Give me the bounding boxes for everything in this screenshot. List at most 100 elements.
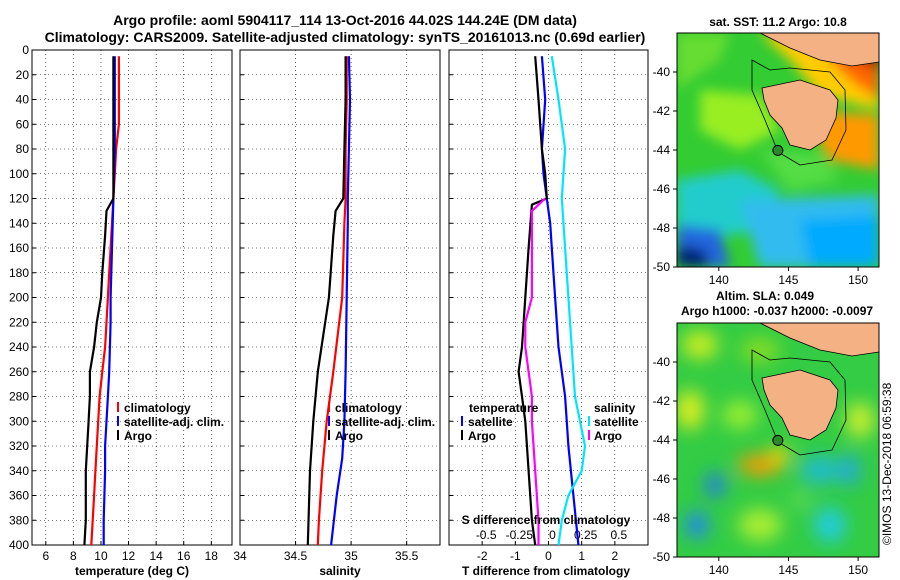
profile-location-marker (772, 144, 784, 156)
x-tick-label: 10 (94, 549, 108, 563)
x-tick-label: 14 (149, 549, 163, 563)
series-line-satellite-adj-clim- (330, 56, 352, 546)
sst-map-panel: sat. SST: 11.2 Argo: 10.8 (653, 15, 880, 287)
x-tick-label: 35 (344, 549, 358, 563)
series-line-satellite-adj-clim- (102, 56, 116, 545)
x-tick-label: -1 (510, 549, 521, 563)
lat-tick-label: -44 (653, 143, 671, 157)
x-tick-label: 12 (122, 549, 136, 563)
lat-tick-label: -50 (653, 260, 671, 274)
series-line-salinity-argo (524, 197, 546, 545)
x-tick-label: 34.5 (284, 549, 308, 563)
series-line-temperature-argo (517, 56, 548, 546)
legend-label-climatology: climatology (335, 401, 402, 415)
lat-tick-label: -40 (653, 65, 671, 79)
legend-label-satellite: satellite-adj. clim. (335, 415, 435, 429)
legend-title-salinity: salinity (594, 401, 636, 415)
temperature-grid (32, 49, 232, 546)
tasmania-landmass (761, 79, 839, 151)
series-line-salinity-satellite (550, 56, 587, 546)
s-tick-label: -0.5 (476, 528, 497, 542)
lon-tick-label: 140 (709, 563, 729, 577)
lon-tick-label: 145 (778, 273, 798, 287)
depth-tick-label: 60 (16, 117, 30, 131)
legend-label-argo: Argo (335, 429, 363, 443)
lon-tick-label: 145 (778, 563, 798, 577)
x-tick-label: 8 (70, 549, 77, 563)
depth-tick-label: 140 (9, 216, 29, 230)
legend-label-argo: Argo (124, 429, 152, 443)
legend-label-t-argo: Argo (468, 429, 496, 443)
depth-tick-label: 80 (16, 142, 30, 156)
sla-lon-tick-labels: 140 145 150 (709, 557, 868, 577)
profile-location-marker (772, 434, 784, 446)
figure-title-line1: Argo profile: aoml 5904117_114 13-Oct-20… (113, 12, 577, 28)
sla-map-title-line2: Argo h1000: -0.037 h2000: -0.0097 (681, 304, 873, 318)
lat-tick-label: -46 (653, 182, 671, 196)
lat-tick-label: -50 (653, 550, 671, 564)
temperature-profiles (83, 56, 121, 546)
difference-grid (449, 49, 648, 546)
sst-field (677, 33, 879, 267)
lat-tick-label: -42 (653, 394, 671, 408)
sla-map-panel: Altim. SLA: 0.049 Argo h1000: -0.037 h20… (653, 289, 880, 577)
x-tick-label: -2 (477, 549, 488, 563)
t-difference-axis-label: T difference from climatology (462, 564, 630, 578)
salinity-panel: 34 34.5 35 35.5 salinity climatology satell… (233, 49, 441, 578)
salinity-axis-label: salinity (319, 564, 361, 578)
depth-tick-label: 340 (9, 464, 29, 478)
temperature-axis-label: temperature (deg C) (75, 564, 189, 578)
depth-tick-label: 240 (9, 340, 29, 354)
sst-map-title: sat. SST: 11.2 Argo: 10.8 (709, 15, 847, 29)
s-tick-label: -0.25 (506, 528, 534, 542)
sst-lon-tick-labels: 140 145 150 (709, 267, 868, 287)
legend-label-s-argo: Argo (594, 429, 622, 443)
difference-panel: -2 -1 0 1 2 -0.5 -0.25 0 0.25 0.5 S difference f… (448, 49, 649, 578)
legend-label-t-satellite: satellite (468, 415, 513, 429)
depth-tick-label: 320 (9, 439, 29, 453)
salinity-grid (239, 49, 440, 546)
depth-tick-label: 0 (22, 43, 29, 57)
difference-profiles (517, 56, 587, 546)
series-line-argo (83, 56, 115, 546)
depth-tick-label: 380 (9, 513, 29, 527)
t-difference-tick-labels: -2 -1 0 1 2 (477, 549, 619, 563)
lat-tick-label: -46 (653, 472, 671, 486)
lat-tick-label: -48 (653, 221, 671, 235)
lon-tick-label: 140 (709, 273, 729, 287)
shelf-contour (751, 59, 847, 166)
depth-tick-label: 300 (9, 414, 29, 428)
salinity-profiles (306, 56, 352, 546)
depth-tick-label: 120 (9, 192, 29, 206)
depth-tick-label: 220 (9, 315, 29, 329)
depth-tick-label: 400 (9, 538, 29, 552)
depth-tick-label: 40 (16, 93, 30, 107)
imos-credit: ©IMOS 13-Dec-2018 06:59:38 (880, 382, 894, 545)
s-tick-label: 0.5 (610, 528, 627, 542)
sst-lat-tick-labels: -40 -42 -44 -46 -48 -50 (653, 65, 677, 274)
legend-label-climatology: climatology (124, 401, 191, 415)
mainland-landmass (759, 33, 879, 67)
lon-tick-label: 150 (848, 563, 868, 577)
lat-tick-label: -48 (653, 511, 671, 525)
depth-tick-label: 360 (9, 489, 29, 503)
x-tick-label: 18 (205, 549, 219, 563)
series-line-argo (306, 56, 347, 546)
legend-label-s-satellite: satellite (594, 415, 639, 429)
legend-title-temperature: temperature (469, 401, 539, 415)
shelf-contour (751, 349, 847, 456)
s-tick-label: 0 (549, 528, 556, 542)
x-tick-label: 16 (177, 549, 191, 563)
temperature-tick-labels: 6 8 10 12 14 16 18 (42, 549, 218, 563)
temperature-difference-legend: temperature satellite Argo (461, 401, 539, 443)
x-tick-label: 0 (545, 549, 552, 563)
depth-tick-label: 20 (16, 68, 30, 82)
mainland-landmass (759, 323, 879, 357)
lat-tick-label: -42 (653, 104, 671, 118)
s-tick-label: 0.25 (574, 528, 598, 542)
x-tick-label: 2 (611, 549, 618, 563)
depth-tick-label: 180 (9, 266, 29, 280)
lat-tick-label: -40 (653, 355, 671, 369)
x-tick-label: 6 (42, 549, 49, 563)
